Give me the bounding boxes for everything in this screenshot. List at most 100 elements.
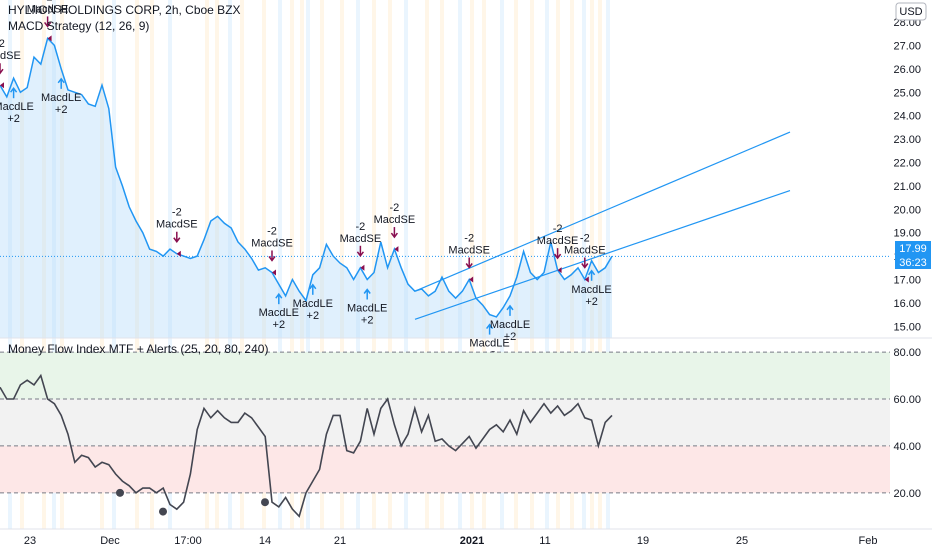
mfi-markers: [116, 488, 269, 516]
long-arrow-icon: [506, 304, 514, 316]
session-stripe: [135, 0, 139, 529]
short-arrow-icon: [0, 63, 4, 75]
short-entry-marker: [394, 246, 399, 253]
signal-qty: +2: [55, 104, 68, 116]
price-area-fill: [0, 38, 612, 339]
session-stripe: [240, 0, 244, 529]
mfi-tick-label: 20.00: [893, 488, 921, 500]
signal-qty: +2: [273, 319, 286, 331]
session-stripe: [42, 0, 46, 529]
session-stripes: [8, 0, 610, 529]
indicator-legend[interactable]: Money Flow Index MTF + Alerts (25, 20, 8…: [8, 342, 269, 356]
time-tick-label: 17:00: [174, 535, 202, 547]
short-arrow-icon: [390, 227, 398, 239]
long-arrow-icon: [588, 269, 596, 281]
signal-label: MacdSE: [156, 219, 198, 231]
signal-label: MacdSE: [251, 237, 293, 249]
mfi-axis[interactable]: 20.00 40.00 60.00 80.00: [893, 347, 921, 500]
time-tick-label: 14: [259, 535, 271, 547]
price-line: [0, 36, 613, 318]
price-tick-label: 23.00: [893, 134, 921, 146]
channel-lower-line[interactable]: [414, 189, 791, 320]
short-entry-marker: [176, 250, 181, 257]
signal-label: MacdLE: [347, 302, 387, 314]
time-tick-label: 21: [334, 535, 346, 547]
session-stripe: [482, 0, 486, 529]
session-stripe: [52, 0, 56, 529]
price-tick-label: 27.00: [893, 40, 921, 52]
mfi-tick-label: 40.00: [893, 441, 921, 453]
session-stripe: [320, 0, 324, 529]
price-tick-label: 19.00: [893, 228, 921, 240]
session-stripe: [278, 0, 282, 529]
mfi-line: [0, 373, 613, 518]
short-entry-marker: [47, 35, 52, 42]
short-arrow-icon: [356, 245, 364, 258]
price-tick-label: 20.00: [893, 204, 921, 216]
signal-label: MacdLE: [490, 319, 530, 331]
session-stripe: [582, 0, 586, 529]
price-pane[interactable]: -2MacdSEMacdLE+2-2MacdSEMacdLE+2-2MacdSE…: [0, 0, 890, 362]
neutral-band: [0, 398, 890, 446]
symbol-title[interactable]: HYLIION HOLDINGS CORP, 2h, Cboe BZX: [8, 3, 241, 17]
mfi-tick-label: 60.00: [893, 394, 921, 406]
last-price-tag: 17.99 36:23: [895, 241, 931, 269]
mfi-marker-dot: [116, 488, 124, 497]
signal-label: MacdSE: [27, 3, 69, 15]
oversold-band: [0, 445, 890, 493]
long-arrow-icon: [275, 292, 283, 305]
session-stripe: [425, 0, 429, 529]
session-stripe: [404, 0, 408, 529]
short-arrow-icon: [554, 248, 562, 260]
session-stripe: [530, 0, 534, 529]
session-stripe: [514, 0, 518, 529]
short-arrow-icon: [268, 250, 276, 262]
bar-countdown: 36:23: [899, 257, 927, 269]
overbought-band: [0, 352, 890, 399]
channel-upper-line[interactable]: [414, 131, 791, 292]
signal-label: MacdSE: [564, 244, 606, 256]
time-axis[interactable]: 23 Dec 17:00 14 21 2021 11 19 25 Feb: [24, 535, 878, 547]
short-entry-marker: [584, 276, 589, 283]
time-tick-label: 25: [736, 535, 748, 547]
parallel-channel[interactable]: [414, 131, 791, 320]
currency-label: USD: [899, 6, 922, 18]
signal-label: MacdSE: [448, 244, 490, 256]
session-stripe: [205, 0, 209, 529]
session-stripe: [306, 0, 310, 529]
currency-badge[interactable]: USD: [895, 2, 927, 21]
time-tick-label: 2021: [460, 535, 484, 547]
session-stripe: [100, 0, 104, 529]
session-stripe: [598, 0, 602, 529]
mfi-pane[interactable]: [0, 351, 890, 518]
strategy-legend[interactable]: MACD Strategy (12, 26, 9): [8, 19, 150, 33]
signal-qty: -2: [464, 232, 474, 244]
signal-qty: -2: [390, 202, 400, 214]
signal-qty: -2: [580, 232, 590, 244]
price-tick-label: 17.00: [893, 274, 921, 286]
session-stripe: [556, 0, 560, 529]
signal-label: MacdLE: [469, 338, 509, 350]
signal-label: MacdLE: [0, 101, 34, 113]
signal-qty: -2: [0, 38, 5, 50]
session-stripe: [356, 0, 360, 529]
signal-qty: -2: [553, 223, 563, 235]
signal-qty: +2: [361, 314, 374, 326]
signal-qty: +2: [307, 310, 320, 322]
signal-qty: +2: [504, 331, 517, 343]
session-stripe: [500, 0, 504, 529]
session-stripe: [168, 0, 172, 529]
price-axis[interactable]: 15.0016.0017.0018.0019.0020.0021.0022.00…: [893, 17, 921, 333]
short-entry-marker: [469, 276, 474, 283]
signal-qty: +2: [7, 113, 20, 125]
signal-qty: -2: [172, 207, 182, 219]
price-tick-label: 15.00: [893, 321, 921, 333]
long-arrow-icon: [363, 288, 371, 300]
last-price-value: 17.99: [899, 243, 927, 255]
signal-label: MacdLE: [293, 298, 333, 310]
signal-label: MacdLE: [41, 92, 81, 104]
mfi-level-lines: [0, 351, 890, 494]
short-entry-marker: [272, 269, 276, 276]
price-tick-label: 25.00: [893, 87, 921, 99]
